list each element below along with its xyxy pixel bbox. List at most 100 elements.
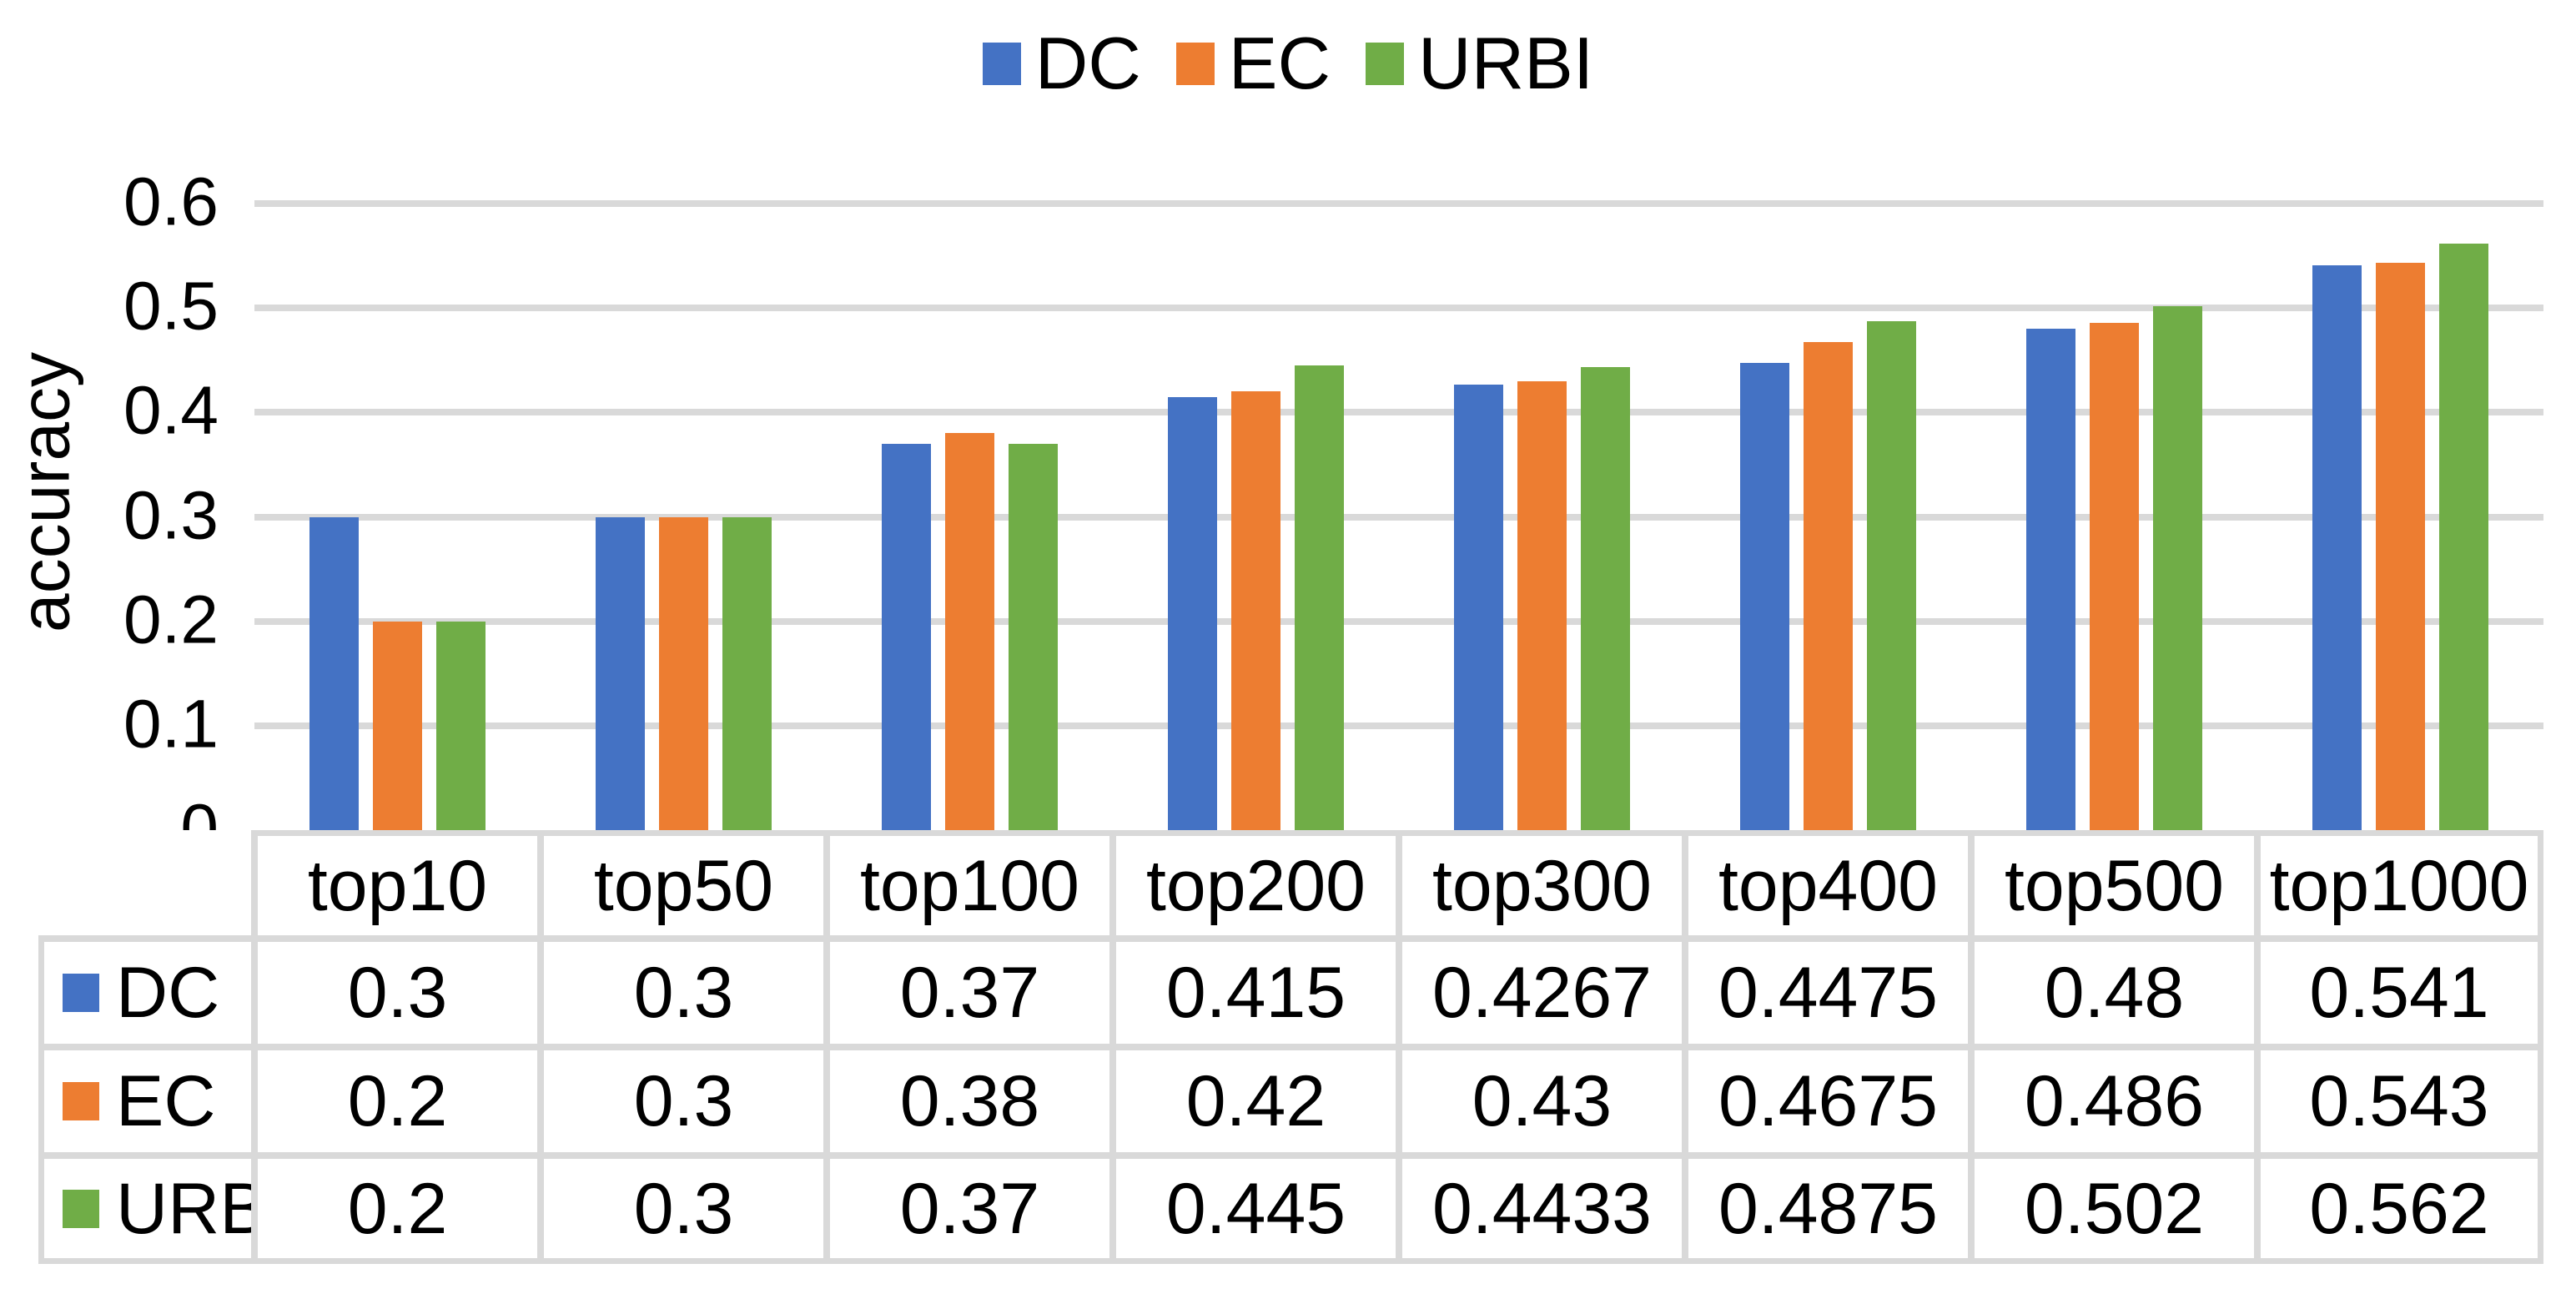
bar-dc-top1000 [2312, 264, 2362, 830]
table-value-cell-ec-top400: 0.4675 [1685, 1047, 1971, 1156]
legend-key-icon-dc [982, 42, 1021, 85]
table-value-cell-dc-top500: 0.48 [1971, 939, 2257, 1047]
bar-dc-top10 [309, 516, 359, 830]
table-value-cell-dc-top50: 0.3 [541, 939, 827, 1047]
legend-label-ec: EC [1228, 22, 1331, 104]
y-tick-label-0-6: 0.6 [123, 164, 219, 240]
table-corner-cell [38, 830, 254, 939]
chart-legend: DC EC URBI [0, 27, 2576, 100]
table-value-cell-ec-top100: 0.38 [827, 1047, 1113, 1156]
bar-ec-top200 [1231, 391, 1280, 830]
gridline [254, 409, 2543, 416]
bar-ec-top50 [659, 516, 708, 830]
bar-urbi-top50 [722, 516, 772, 830]
series-key-icon-ec [63, 1082, 99, 1120]
plot-area [254, 200, 2543, 830]
series-name-label-urbi: URBI [116, 1168, 251, 1249]
y-tick-label-0-3: 0.3 [123, 476, 219, 553]
data-table: top10 top50 top100 top200 top300 top400 top500… [38, 830, 2543, 1264]
table-value-cell-ec-top200: 0.42 [1113, 1047, 1399, 1156]
table-value-cell-dc-top400: 0.4475 [1685, 939, 1971, 1047]
table-value-cell-ec-top10: 0.2 [254, 1047, 541, 1156]
legend-item-dc: DC [982, 22, 1141, 104]
table-row-label-urbi: URBI [38, 1156, 254, 1264]
table-value-cell-urbi-top300: 0.4433 [1399, 1156, 1685, 1264]
bar-dc-top500 [2026, 329, 2075, 830]
table-value-cell-dc-top200: 0.415 [1113, 939, 1399, 1047]
bar-ec-top400 [1804, 341, 1853, 830]
table-row-label-ec: EC [38, 1047, 254, 1156]
bar-ec-top10 [373, 621, 422, 830]
series-name-label-ec: EC [116, 1061, 216, 1141]
bar-urbi-top300 [1581, 367, 1630, 830]
y-axis-tick-labels: 0 0.1 0.2 0.3 0.4 0.5 0.6 [0, 0, 219, 1299]
legend-label-dc: DC [1034, 22, 1141, 104]
bar-urbi-top10 [436, 621, 486, 830]
table-header-cell-top50: top50 [541, 830, 827, 939]
table-header-cell-top100: top100 [827, 830, 1113, 939]
table-header-cell-top1000: top1000 [2257, 830, 2543, 939]
table-value-cell-urbi-top500: 0.502 [1971, 1156, 2257, 1264]
series-key-icon-dc [63, 974, 99, 1012]
legend-label-urbi: URBI [1418, 22, 1594, 104]
bar-dc-top100 [882, 443, 931, 830]
table-value-cell-dc-top100: 0.37 [827, 939, 1113, 1047]
bar-cluster-top400 [1685, 204, 1971, 830]
legend-item-ec: EC [1175, 22, 1331, 104]
series-key-icon-urbi [63, 1189, 99, 1228]
bar-urbi-top100 [1009, 443, 1058, 830]
gridline [254, 722, 2543, 729]
bars-layer [254, 204, 2543, 830]
table-header-cell-top300: top300 [1399, 830, 1685, 939]
legend-key-icon-urbi [1366, 42, 1405, 85]
table-value-cell-dc-top10: 0.3 [254, 939, 541, 1047]
bar-ec-top1000 [2376, 263, 2425, 830]
bar-urbi-top500 [2153, 305, 2202, 830]
series-name-label-dc: DC [116, 953, 220, 1033]
table-value-cell-dc-top1000: 0.541 [2257, 939, 2543, 1047]
bar-dc-top200 [1168, 396, 1217, 830]
bar-cluster-top10 [254, 204, 541, 830]
bar-dc-top50 [596, 516, 645, 830]
bar-cluster-top500 [1971, 204, 2257, 830]
y-tick-label-0-4: 0.4 [123, 372, 219, 449]
gridline [254, 200, 2543, 207]
legend-key-icon-ec [1175, 42, 1215, 85]
y-tick-label-0-5: 0.5 [123, 268, 219, 345]
bar-ec-top100 [945, 433, 994, 830]
table-value-cell-urbi-top50: 0.3 [541, 1156, 827, 1264]
gridline [254, 305, 2543, 312]
bar-cluster-top100 [827, 204, 1113, 830]
table-value-cell-urbi-top200: 0.445 [1113, 1156, 1399, 1264]
bar-ec-top300 [1517, 380, 1567, 830]
table-header-cell-top500: top500 [1971, 830, 2257, 939]
table-header-cell-top200: top200 [1113, 830, 1399, 939]
table-header-cell-top400: top400 [1685, 830, 1971, 939]
table-row-label-dc: DC [38, 939, 254, 1047]
table-header-cell-top10: top10 [254, 830, 541, 939]
table-value-cell-dc-top300: 0.4267 [1399, 939, 1685, 1047]
gridline [254, 513, 2543, 521]
bar-dc-top300 [1454, 384, 1503, 830]
legend-item-urbi: URBI [1366, 27, 1593, 100]
table-value-cell-urbi-top10: 0.2 [254, 1156, 541, 1264]
table-value-cell-ec-top500: 0.486 [1971, 1047, 2257, 1156]
table-value-cell-urbi-top100: 0.37 [827, 1156, 1113, 1264]
y-tick-label-0-1: 0.1 [123, 686, 219, 763]
bar-cluster-top50 [541, 204, 827, 830]
table-value-cell-urbi-top400: 0.4875 [1685, 1156, 1971, 1264]
gridlines-layer [254, 200, 2543, 830]
bar-urbi-top200 [1295, 365, 1344, 830]
table-value-cell-ec-top300: 0.43 [1399, 1047, 1685, 1156]
bar-ec-top500 [2090, 322, 2139, 830]
bar-cluster-top1000 [2257, 204, 2543, 830]
table-value-cell-ec-top50: 0.3 [541, 1047, 827, 1156]
bar-cluster-top200 [1113, 204, 1399, 830]
bar-dc-top400 [1740, 362, 1789, 830]
bar-urbi-top1000 [2439, 243, 2488, 830]
bar-cluster-top300 [1399, 204, 1685, 830]
y-tick-label-0-2: 0.2 [123, 582, 219, 658]
bar-urbi-top400 [1867, 320, 1916, 830]
table-value-cell-urbi-top1000: 0.562 [2257, 1156, 2543, 1264]
